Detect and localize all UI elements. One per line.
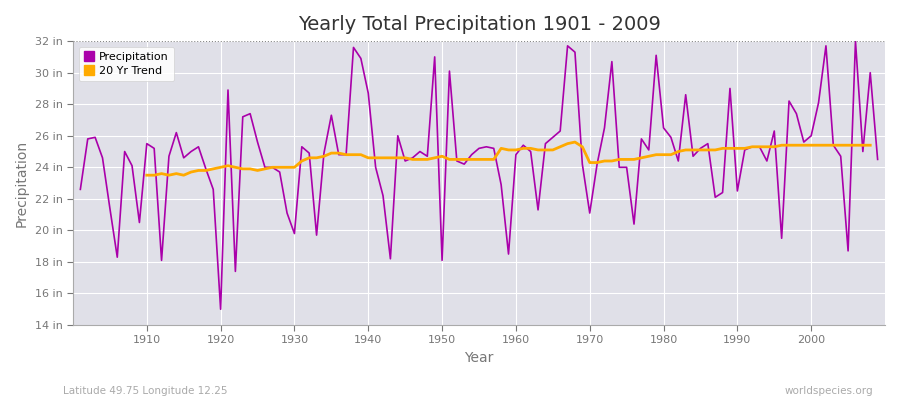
Text: Latitude 49.75 Longitude 12.25: Latitude 49.75 Longitude 12.25: [63, 386, 228, 396]
X-axis label: Year: Year: [464, 351, 494, 365]
Text: worldspecies.org: worldspecies.org: [785, 386, 873, 396]
Legend: Precipitation, 20 Yr Trend: Precipitation, 20 Yr Trend: [78, 47, 174, 81]
Y-axis label: Precipitation: Precipitation: [15, 140, 29, 227]
Title: Yearly Total Precipitation 1901 - 2009: Yearly Total Precipitation 1901 - 2009: [298, 15, 661, 34]
